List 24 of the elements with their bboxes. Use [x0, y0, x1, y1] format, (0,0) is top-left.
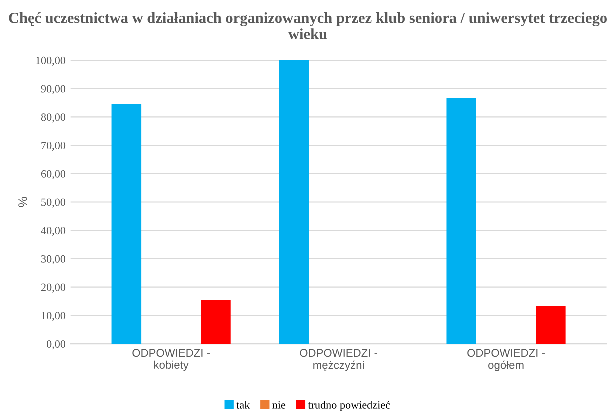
bar [279, 60, 310, 344]
legend-label: tak [236, 401, 250, 409]
y-tick-label: 70,00 [42, 142, 66, 152]
bar [536, 306, 566, 344]
x-tick-label: ODPOWIEDZI - kobiety [132, 349, 210, 372]
legend-label: nie [272, 401, 286, 409]
x-tick-label: ODPOWIEDZI - ogółem [468, 349, 545, 372]
y-tick-label: 50,00 [42, 198, 66, 208]
chart-title: Chęć uczestnictwa w działaniach organizowanych przez klub seniora / uniwersytet trzeciego wieku [9, 12, 607, 40]
y-tick-label: 30,00 [42, 255, 66, 265]
y-tick-label: 20,00 [41, 284, 66, 293]
y-tick-label: 90,00 [41, 85, 66, 94]
y-tick-label: 100,00 [36, 56, 66, 66]
y-tick-label: 10,00 [42, 312, 66, 322]
y-tick-label: 0,00 [46, 340, 66, 350]
legend-label: trudno powiedzieć [308, 401, 390, 412]
bar [446, 98, 476, 344]
x-tick-label: ODPOWIEDZI - mężczyźni [300, 349, 378, 372]
y-axis-title: % [18, 197, 28, 208]
y-tick-label: 40,00 [41, 227, 66, 236]
y-tick-label: 80,00 [41, 114, 66, 123]
bar [112, 104, 142, 344]
y-tick-label: 60,00 [41, 170, 66, 180]
bar [201, 300, 231, 344]
